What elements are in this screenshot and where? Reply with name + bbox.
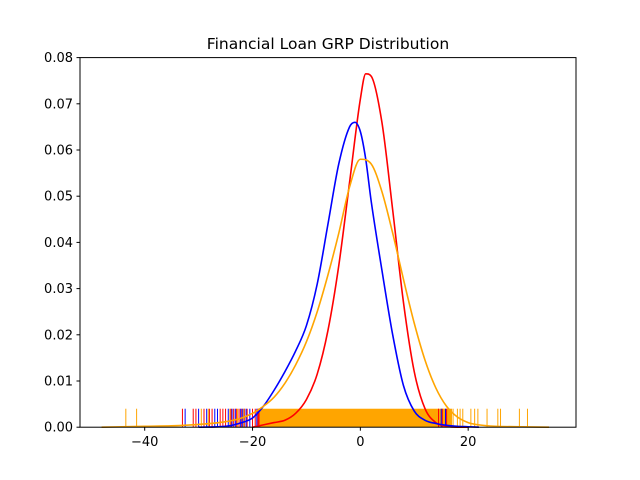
x-tick-label: 0 [356, 435, 364, 450]
y-tick-label: 0.08 [44, 51, 73, 66]
y-tick-label: 0.02 [44, 328, 73, 343]
y-tick-label: 0.00 [44, 421, 73, 436]
plot-frame [79, 57, 577, 428]
y-tick-label: 0.06 [44, 144, 73, 159]
plot-area [101, 72, 550, 429]
y-tick-label: 0.05 [44, 190, 73, 205]
x-tick-label: −40 [131, 435, 158, 450]
y-tick-label: 0.01 [44, 375, 73, 390]
x-tick-label: 20 [460, 435, 477, 450]
kde-curve-0 [252, 72, 469, 429]
kde-curve-1 [198, 121, 479, 428]
x-tick-label: −20 [239, 435, 266, 450]
y-tick-label: 0.03 [44, 282, 73, 297]
rug-dense-band [257, 408, 452, 428]
kde-curve-2 [101, 158, 550, 428]
axes: 0.00 0.01 0.02 0.03 0.04 0.05 0.06 0.07 0.08 −40 −… [44, 51, 476, 450]
chart-title: Financial Loan GRP Distribution [207, 35, 449, 53]
y-tick-label: 0.07 [44, 97, 73, 112]
y-tick-label: 0.04 [44, 236, 73, 251]
